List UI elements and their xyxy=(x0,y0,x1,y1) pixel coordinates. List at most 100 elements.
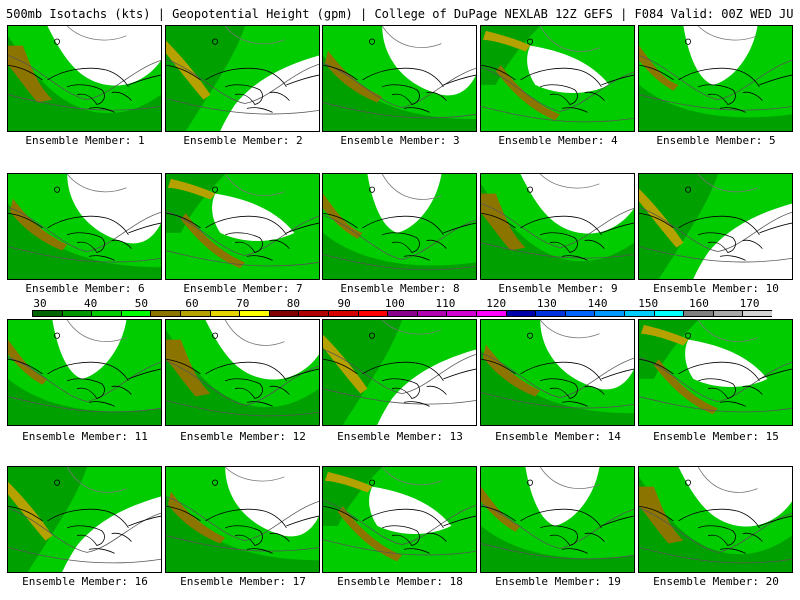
colorbar-tick-label: 30 xyxy=(33,297,47,310)
colorbar-swatch xyxy=(387,310,418,317)
colorbar-swatch xyxy=(357,310,389,317)
isotach-map xyxy=(166,320,319,425)
ensemble-member-label: Ensemble Member: 8 xyxy=(340,282,460,295)
ensemble-member-label: Ensemble Member: 2 xyxy=(183,134,303,147)
isotach-map xyxy=(8,467,161,572)
ensemble-member-label: Ensemble Member: 3 xyxy=(340,134,460,147)
isotach-map xyxy=(8,174,161,279)
ensemble-map-panel xyxy=(480,25,635,132)
isotach-map xyxy=(481,174,634,279)
ensemble-member-label: Ensemble Member: 9 xyxy=(498,282,618,295)
colorbar-swatch xyxy=(120,310,152,317)
colorbar-swatch xyxy=(32,310,63,317)
ensemble-map-panel xyxy=(165,25,320,132)
colorbar-tick-label: 90 xyxy=(337,297,351,310)
colorbar-tick-label: 170 xyxy=(739,297,760,310)
colorbar-swatch xyxy=(476,310,507,317)
ensemble-map-panel xyxy=(480,173,635,280)
ensemble-map-panel xyxy=(638,25,793,132)
isotach-map xyxy=(481,26,634,131)
ensemble-member-label: Ensemble Member: 15 xyxy=(653,430,779,443)
colorbar-tick-label: 80 xyxy=(286,297,301,310)
ensemble-member-label: Ensemble Member: 7 xyxy=(183,282,303,295)
isotach-map xyxy=(639,174,792,279)
ensemble-map-panel xyxy=(638,319,793,426)
colorbar-swatch xyxy=(653,310,685,317)
ensemble-map-panel xyxy=(638,466,793,573)
ensemble-map-panel xyxy=(165,319,320,426)
ensemble-member-label: Ensemble Member: 6 xyxy=(25,282,145,295)
ensemble-member-label: Ensemble Member: 10 xyxy=(653,282,779,295)
ensemble-member-label: Ensemble Member: 13 xyxy=(337,430,463,443)
colorbar-swatch xyxy=(564,310,596,317)
ensemble-map-panel xyxy=(322,173,477,280)
isotach-map xyxy=(639,320,792,425)
ensemble-map-panel xyxy=(322,466,477,573)
ensemble-map-panel xyxy=(7,466,162,573)
colorbar-swatch xyxy=(594,310,625,317)
ensemble-member-label: Ensemble Member: 16 xyxy=(22,575,148,588)
colorbar-tick-label: 50 xyxy=(134,297,148,310)
ensemble-map-panel xyxy=(480,466,635,573)
ensemble-map-panel xyxy=(7,25,162,132)
isotach-map xyxy=(323,26,476,131)
colorbar-tick-label: 140 xyxy=(587,297,608,310)
colorbar-swatch xyxy=(446,310,477,317)
colorbar-swatch xyxy=(239,310,270,317)
ensemble-member-label: Ensemble Member: 5 xyxy=(656,134,776,147)
ensemble-map-panel xyxy=(7,319,162,426)
colorbar-tick-label: 130 xyxy=(536,297,557,310)
colorbar-swatch xyxy=(742,310,773,317)
colorbar-tick-label: 110 xyxy=(435,297,456,310)
isotach-map xyxy=(8,320,161,425)
ensemble-member-label: Ensemble Member: 4 xyxy=(498,134,618,147)
colorbar-tick-label: 150 xyxy=(638,297,659,310)
colorbar-swatch xyxy=(209,310,241,317)
colorbar-swatch xyxy=(91,310,122,317)
colorbar-swatch xyxy=(268,310,300,317)
ensemble-member-label: Ensemble Member: 14 xyxy=(495,430,621,443)
ensemble-map-panel xyxy=(638,173,793,280)
ensemble-member-label: Ensemble Member: 11 xyxy=(22,430,148,443)
isotach-map xyxy=(323,174,476,279)
ensemble-map-panel xyxy=(322,25,477,132)
colorbar-swatch xyxy=(61,310,93,317)
map-header-title: 500mb Isotachs (kts) | Geopotential Heig… xyxy=(6,7,794,21)
colorbar-tick-label: 40 xyxy=(84,297,98,310)
ensemble-member-label: Ensemble Member: 19 xyxy=(495,575,621,588)
isotach-map xyxy=(8,26,161,131)
isotach-map xyxy=(639,26,792,131)
colorbar-tick-label: 100 xyxy=(384,297,405,310)
ensemble-map-panel xyxy=(165,466,320,573)
isotach-map xyxy=(481,467,634,572)
ensemble-member-label: Ensemble Member: 12 xyxy=(180,430,306,443)
isotach-map xyxy=(166,467,319,572)
colorbar-tick-label: 120 xyxy=(486,297,507,310)
ensemble-member-label: Ensemble Member: 18 xyxy=(337,575,463,588)
ensemble-member-label: Ensemble Member: 20 xyxy=(653,575,779,588)
colorbar-left-arrow xyxy=(20,310,32,318)
colorbar-swatch xyxy=(150,310,181,317)
colorbar-swatch xyxy=(328,310,359,317)
colorbar-tick-label: 70 xyxy=(236,297,250,310)
isotach-map xyxy=(323,467,476,572)
isotach-map xyxy=(166,26,319,131)
isotach-map xyxy=(323,320,476,425)
isotach-map xyxy=(166,174,319,279)
ensemble-map-panel xyxy=(480,319,635,426)
colorbar-swatch xyxy=(624,310,655,317)
colorbar-swatch xyxy=(505,310,537,317)
colorbar-swatch xyxy=(712,310,744,317)
colorbar-tick-label: 60 xyxy=(185,297,199,310)
ensemble-map-panel xyxy=(7,173,162,280)
isotach-map xyxy=(481,320,634,425)
colorbar-tick-label: 160 xyxy=(688,297,709,310)
colorbar-swatch xyxy=(180,310,211,317)
colorbar-swatch xyxy=(683,310,714,317)
ensemble-member-label: Ensemble Member: 1 xyxy=(25,134,145,147)
colorbar-swatch xyxy=(298,310,329,317)
isotach-map xyxy=(639,467,792,572)
colorbar-right-arrow xyxy=(772,310,784,318)
colorbar-swatch xyxy=(535,310,566,317)
ensemble-map-panel xyxy=(322,319,477,426)
